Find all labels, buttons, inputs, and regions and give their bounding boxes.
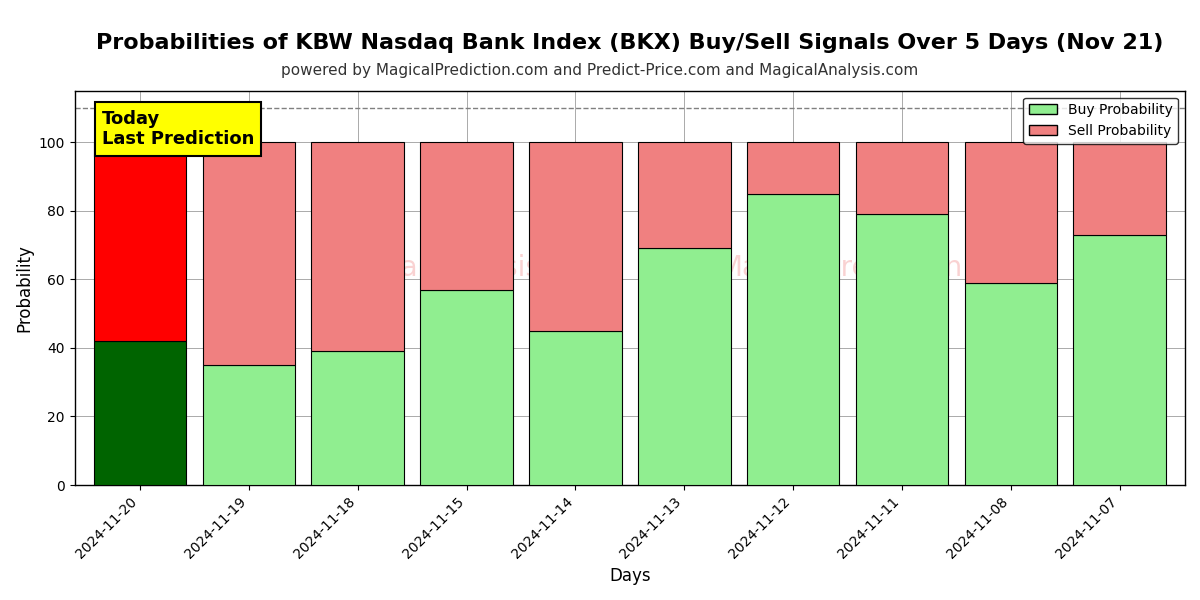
Bar xyxy=(1074,142,1166,235)
Bar xyxy=(965,142,1057,283)
Text: MagicalAnalysis.com: MagicalAnalysis.com xyxy=(319,254,607,282)
Bar xyxy=(1074,235,1166,485)
Bar xyxy=(94,142,186,341)
Bar xyxy=(203,365,295,485)
Bar xyxy=(965,283,1057,485)
Bar xyxy=(312,142,404,352)
Bar xyxy=(746,194,839,485)
Title: Probabilities of KBW Nasdaq Bank Index (BKX) Buy/Sell Signals Over 5 Days (Nov 2: Probabilities of KBW Nasdaq Bank Index (… xyxy=(96,33,1164,53)
Bar xyxy=(529,331,622,485)
Y-axis label: Probability: Probability xyxy=(16,244,34,332)
Bar xyxy=(94,341,186,485)
Bar xyxy=(420,290,512,485)
Bar xyxy=(856,142,948,214)
Bar xyxy=(638,248,731,485)
Text: powered by MagicalPrediction.com and Predict-Price.com and MagicalAnalysis.com: powered by MagicalPrediction.com and Pre… xyxy=(281,63,919,78)
Bar xyxy=(856,214,948,485)
Bar xyxy=(529,142,622,331)
Bar xyxy=(746,142,839,194)
Bar xyxy=(638,142,731,248)
Text: MagicalPrediction.com: MagicalPrediction.com xyxy=(718,254,1031,282)
Bar xyxy=(312,352,404,485)
Legend: Buy Probability, Sell Probability: Buy Probability, Sell Probability xyxy=(1024,98,1178,143)
Text: Today
Last Prediction: Today Last Prediction xyxy=(102,110,254,148)
Bar xyxy=(420,142,512,290)
X-axis label: Days: Days xyxy=(610,567,650,585)
Bar xyxy=(203,142,295,365)
